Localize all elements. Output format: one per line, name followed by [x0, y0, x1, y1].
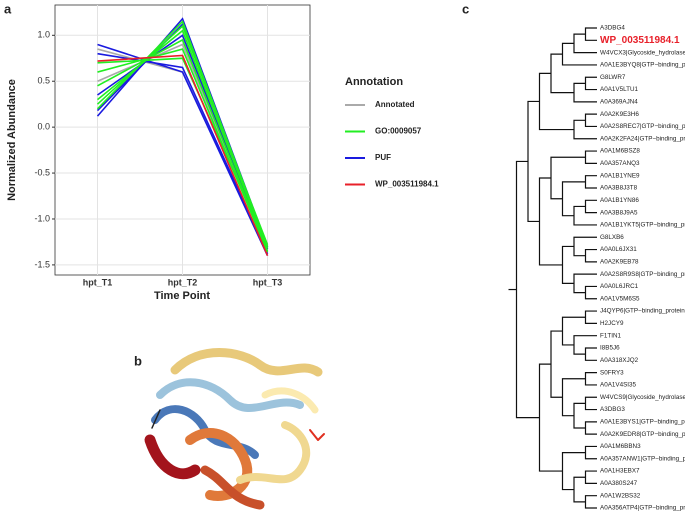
leaf-label: A0A0L6JX31: [600, 246, 637, 253]
tree-branch: [573, 402, 586, 429]
leaf-label: A0A369AJN4: [600, 99, 638, 106]
y-tick-label: -1.5: [34, 259, 50, 269]
leaf-label: A0A1B1YKT5|GTP−binding_protein: [600, 222, 685, 229]
tree-branch: [584, 495, 597, 509]
series-line: [97, 52, 269, 255]
leaf-label: G8LWR7: [600, 74, 626, 81]
tree-branch: [584, 421, 597, 435]
leaf-label: A0A2K2FA24|GTP−binding_protein: [600, 135, 685, 142]
tree-branch: [538, 72, 574, 131]
leaf-label: A0A357ANW1|GTP−binding_protein: [600, 455, 685, 462]
leaf-label: A0A1E3BYS1|GTP−binding_protein: [600, 419, 685, 426]
leaf-label: A0A2K9E3H6: [600, 111, 639, 118]
tree-branch: [584, 310, 597, 324]
leaf-label: A0A1M6BSZ8: [600, 148, 640, 155]
leaf-label: A0A356ATP4|GTP−binding_protein: [600, 505, 685, 512]
tree-branch: [573, 476, 586, 503]
tree-branch: [584, 27, 597, 41]
leaf-label: A0A2K9EDR8|GTP−binding_protein: [600, 431, 685, 438]
series-line: [96, 29, 269, 249]
panel-label: a: [4, 1, 12, 16]
leaf-label: F1TIN1: [600, 332, 621, 339]
leaf-label: G8LXB6: [600, 234, 624, 241]
tree-branch: [561, 245, 574, 284]
leaf-label: J4QYP6|GTP−binding_protein: [600, 308, 685, 315]
tree-branch: [584, 76, 597, 91]
tree-branch: [584, 150, 597, 164]
leaf-label: A0A1B1YN86: [600, 197, 639, 204]
leaf-label: W4VCS9|Glycoside_hydrolase: [600, 394, 685, 401]
tree-branch: [584, 445, 597, 460]
leaf-label: A0A1V5M6S5: [600, 295, 640, 302]
leaf-label: H2JCY9: [600, 320, 624, 327]
legend-label: WP_003511984.1: [375, 180, 439, 189]
panel-label: b: [134, 353, 142, 368]
legend-label: Annotated: [375, 100, 415, 109]
leaf-label: A0A1E3BYQ8|GTP−binding_protein: [600, 62, 685, 69]
legend-label: GO:0009057: [375, 127, 422, 136]
leaf-label: S0FRY3: [600, 369, 624, 376]
leaf-label: W4VCX3|Glycoside_hydrolase: [600, 49, 685, 56]
panel-label: c: [462, 1, 469, 16]
tree-branch: [584, 396, 597, 411]
legend-title: Annotation: [345, 76, 403, 88]
leaf-label: A0A357ANQ3: [600, 160, 640, 167]
y-tick-label: -0.5: [34, 167, 50, 177]
leaf-label: A0A2K9EB78: [600, 259, 639, 266]
leaf-label: A3DBG3: [600, 406, 625, 413]
leaf-label: A0A1B1YNE9: [600, 172, 640, 179]
y-tick-label: 0.0: [37, 122, 50, 132]
series-line: [97, 57, 269, 247]
tree-branch: [584, 199, 597, 214]
x-tick-label: hpt_T1: [83, 277, 113, 287]
tree-branch: [584, 285, 597, 300]
leaf-label: A0A380S247: [600, 480, 638, 487]
tree-branch: [584, 347, 597, 361]
leaf-label: WP_003511984.1: [600, 35, 680, 46]
series-line: [97, 38, 269, 252]
tree-branch: [550, 330, 563, 398]
leaf-label: A0A2S8R9S8|GTP−binding_protein: [600, 271, 685, 278]
leaf-label: A0A1M6BBN3: [600, 443, 641, 450]
tree-branch: [561, 42, 597, 66]
tree-branch: [584, 113, 597, 128]
leaf-label: A0A0L6JRC1: [600, 283, 639, 290]
x-tick-label: hpt_T3: [253, 277, 283, 287]
series-line: [97, 54, 269, 257]
series-line: [97, 43, 269, 257]
tree-branch: [550, 156, 586, 200]
leaf-label: A0A3B8J3T8: [600, 185, 638, 192]
tree-branch: [584, 470, 597, 484]
leaf-label: A0A1H3EBX7: [600, 468, 640, 475]
tree-branch: [584, 175, 597, 189]
leaf-label: A0A1V5LTU1: [600, 86, 639, 93]
tree-branch: [584, 248, 597, 263]
x-axis-label: Time Point: [154, 290, 210, 302]
tree-branch: [527, 100, 540, 223]
leaf-label: A0A318XJQ2: [600, 357, 639, 364]
tree-branch: [584, 372, 597, 386]
leaf-label: A0A2S8REC7|GTP−binding_protein: [600, 123, 685, 130]
leaf-label: A0A1W2BS32: [600, 492, 641, 499]
x-tick-label: hpt_T2: [168, 277, 198, 287]
legend-label: PUF: [375, 153, 391, 162]
y-tick-label: 0.5: [37, 76, 50, 86]
leaf-label: A3DBG4: [600, 25, 625, 32]
series-line: [96, 24, 269, 245]
y-tick-label: 1.0: [37, 30, 50, 40]
leaf-label: A0A3B8J9A5: [600, 209, 638, 216]
y-axis-label: Normalized Abundance: [6, 79, 18, 201]
leaf-label: A0A1V4SI35: [600, 382, 637, 389]
leaf-label: I8B5J6: [600, 345, 620, 352]
y-tick-label: -1.0: [34, 213, 50, 223]
protein-structure: [144, 348, 325, 510]
